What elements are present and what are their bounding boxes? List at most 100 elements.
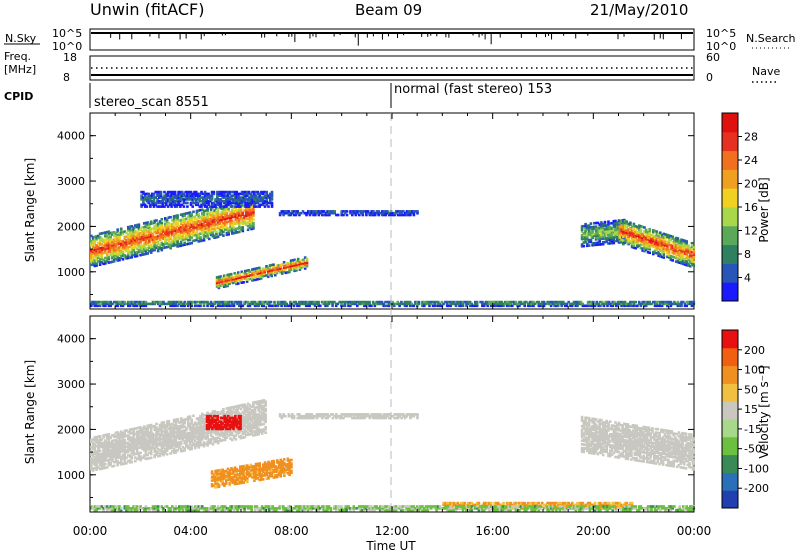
range-cell bbox=[215, 231, 218, 234]
range-cell bbox=[685, 240, 688, 243]
range-cell bbox=[190, 419, 193, 422]
range-cell bbox=[283, 261, 286, 264]
range-cell bbox=[155, 423, 158, 426]
range-cell bbox=[273, 301, 276, 304]
range-cell bbox=[99, 435, 102, 438]
range-cell bbox=[120, 228, 123, 231]
range-cell bbox=[659, 253, 662, 256]
y-tick-label: 2000 bbox=[57, 220, 85, 233]
range-cell bbox=[271, 202, 274, 205]
range-cell bbox=[317, 301, 320, 304]
range-cell bbox=[346, 214, 349, 217]
range-cell bbox=[252, 218, 255, 221]
cpid-segment-2: normal (fast stereo) 153 bbox=[394, 82, 552, 97]
range-cell bbox=[139, 452, 142, 455]
range-cell bbox=[155, 219, 158, 222]
range-cell bbox=[150, 457, 153, 460]
range-cell bbox=[176, 418, 179, 421]
range-cell bbox=[131, 461, 134, 464]
range-cell bbox=[113, 465, 116, 468]
range-cell bbox=[146, 252, 149, 255]
range-cell bbox=[656, 230, 659, 233]
range-cell bbox=[604, 221, 607, 224]
range-cell bbox=[99, 450, 102, 453]
date-title: 21/May/2010 bbox=[590, 1, 688, 19]
velocity-heatmap bbox=[90, 399, 695, 511]
beam-title: Beam 09 bbox=[355, 1, 422, 19]
range-cell bbox=[208, 238, 211, 241]
freq-label-2: [MHz] bbox=[4, 63, 36, 76]
range-cell bbox=[416, 210, 419, 213]
range-cell bbox=[186, 202, 189, 205]
range-cell bbox=[337, 214, 340, 217]
range-cell bbox=[671, 259, 674, 262]
range-cell bbox=[629, 222, 632, 225]
range-cell bbox=[230, 273, 233, 276]
range-cell bbox=[346, 210, 349, 213]
range-cell bbox=[169, 216, 172, 219]
range-cell bbox=[333, 210, 336, 213]
range-cell bbox=[691, 242, 694, 245]
y-tick-label: 1000 bbox=[57, 266, 85, 279]
range-cell bbox=[588, 244, 591, 247]
range-cell bbox=[176, 214, 179, 217]
cpid-label: CPID bbox=[4, 90, 33, 103]
range-cell bbox=[104, 463, 107, 466]
range-cell bbox=[186, 205, 189, 208]
range-cell bbox=[238, 231, 241, 234]
range-cell bbox=[152, 233, 155, 236]
range-cell bbox=[270, 301, 273, 304]
range-cell bbox=[640, 229, 643, 232]
range-cell bbox=[693, 250, 696, 253]
cpid-segment-1: stereo_scan 8551 bbox=[94, 95, 209, 110]
range-cell bbox=[191, 205, 194, 208]
range-cell bbox=[271, 191, 274, 194]
power-heatmap bbox=[90, 191, 695, 307]
range-cell bbox=[174, 191, 177, 194]
nave-label: Nave bbox=[752, 65, 780, 78]
range-cell bbox=[235, 438, 238, 441]
range-cell bbox=[693, 264, 696, 267]
range-cell bbox=[476, 301, 479, 304]
y-tick-label: 3000 bbox=[57, 175, 85, 188]
nave-tick-bottom: 0 bbox=[706, 71, 713, 84]
range-cell bbox=[693, 261, 696, 264]
station-title: Unwin (fitACF) bbox=[90, 0, 204, 19]
range-cell bbox=[626, 220, 629, 223]
range-cell bbox=[306, 258, 309, 261]
nave-tick-top: 60 bbox=[706, 51, 720, 64]
nsearch-tick-top: 10^5 bbox=[706, 27, 736, 40]
freq-tick-top: 18 bbox=[63, 51, 77, 64]
range-cell bbox=[162, 421, 165, 424]
range-cell bbox=[648, 252, 651, 255]
range-cell bbox=[146, 205, 149, 208]
range-cell bbox=[583, 245, 586, 248]
range-cell bbox=[189, 415, 192, 418]
range-cell bbox=[160, 191, 163, 194]
range-cell bbox=[297, 258, 300, 261]
range-cell bbox=[166, 453, 169, 456]
range-cell bbox=[116, 228, 119, 231]
range-cell bbox=[240, 301, 243, 304]
range-cell bbox=[242, 226, 245, 229]
range-cell bbox=[242, 212, 245, 215]
range-cell bbox=[633, 223, 636, 226]
range-cell bbox=[222, 231, 225, 234]
nsky-trace bbox=[91, 33, 693, 46]
freq-tick-bottom: 8 bbox=[63, 71, 70, 84]
range-cell bbox=[161, 222, 164, 225]
range-cell bbox=[168, 420, 171, 423]
range-cell bbox=[319, 305, 322, 308]
range-cell bbox=[108, 433, 111, 436]
range-cell bbox=[183, 205, 186, 208]
range-cell bbox=[693, 246, 696, 249]
range-cell bbox=[659, 231, 662, 234]
range-cell bbox=[198, 213, 201, 216]
power-y-axis-label: Slant Range [km] bbox=[23, 158, 37, 262]
range-cell bbox=[634, 301, 637, 304]
range-cell bbox=[590, 222, 593, 225]
range-cell bbox=[643, 226, 646, 229]
range-cell bbox=[213, 191, 216, 194]
range-cell bbox=[645, 229, 648, 232]
